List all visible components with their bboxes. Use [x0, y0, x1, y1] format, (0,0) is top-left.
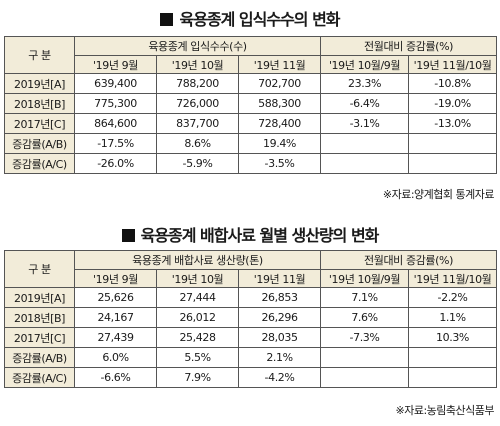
table-row: 증감률(A/C) -6.6% 7.9% -4.2%	[4, 367, 498, 388]
table-cell: 639,400	[74, 73, 157, 94]
table-cell: -5.9%	[156, 153, 239, 174]
table2-title-text: 육용종계 배합사료 월별 생산량의 변화	[140, 226, 380, 245]
table-cell: 8.6%	[156, 133, 239, 154]
row-label: 증감률(A/C)	[4, 367, 75, 388]
table-cell: 702,700	[237, 73, 322, 94]
row-label: 증감률(A/C)	[4, 153, 75, 174]
table-row: 2017년[C] 27,439 25,428 28,035 -7.3% 10.3…	[4, 327, 498, 348]
table-cell	[407, 347, 498, 368]
table1-corner: 구 분	[4, 36, 75, 74]
table-cell: 588,300	[237, 93, 322, 114]
table-cell: -6.4%	[320, 93, 410, 114]
row-label: 2018년[B]	[4, 307, 75, 328]
square-bullet-icon	[121, 229, 135, 242]
table-cell: -3.1%	[320, 113, 410, 134]
table-cell: 7.1%	[320, 287, 409, 308]
row-label: 2019년[A]	[4, 73, 75, 94]
table1-col-header: '19년 10월/9월	[320, 55, 410, 74]
table-row: 증감률(A/B) 6.0% 5.5% 2.1%	[4, 347, 498, 368]
table-cell: 26,296	[238, 307, 321, 328]
table-cell: 728,400	[237, 113, 322, 134]
table-cell: 10.3%	[407, 327, 498, 348]
table2-corner: 구 분	[4, 250, 75, 288]
table-cell	[320, 347, 409, 368]
table1-col-header: '19년 11월/10월	[408, 55, 498, 74]
row-label: 증감률(A/B)	[4, 347, 75, 368]
table2-group-left: 육용종계 배합사료 생산량(톤)	[74, 250, 321, 270]
table-cell: -2.2%	[407, 287, 498, 308]
table1-col-header: '19년 9월	[74, 55, 157, 74]
table-cell: 837,700	[156, 113, 239, 134]
table2: 구 분 육용종계 배합사료 생산량(톤) 전월대비 증감률(%) '19년 9월…	[4, 250, 498, 388]
table-cell: -17.5%	[74, 133, 157, 154]
table-cell	[407, 367, 498, 388]
row-label: 증감률(A/B)	[4, 133, 75, 154]
table-cell: 7.9%	[156, 367, 239, 388]
table-cell: -6.6%	[74, 367, 157, 388]
table-cell: -26.0%	[74, 153, 157, 174]
table-row: 증감률(A/C) -26.0% -5.9% -3.5%	[4, 153, 498, 174]
table2-col-header: '19년 11월	[238, 269, 321, 288]
table2-title: 육용종계 배합사료 월별 생산량의 변화	[0, 222, 500, 246]
table1-group-right: 전월대비 증감률(%)	[320, 36, 498, 56]
table-row: 2019년[A] 639,400 788,200 702,700 23.3% -…	[4, 73, 498, 94]
row-label: 2017년[C]	[4, 327, 75, 348]
table1-source-note: ※자료:양계협회 통계자료	[382, 188, 495, 201]
table-cell: -3.5%	[237, 153, 322, 174]
table-cell: 27,439	[74, 327, 157, 348]
table-cell: 28,035	[238, 327, 321, 348]
table-cell: 1.1%	[407, 307, 498, 328]
table-cell	[320, 153, 410, 174]
table-cell: 26,012	[156, 307, 239, 328]
table-cell: 6.0%	[74, 347, 157, 368]
table-cell: -7.3%	[320, 327, 409, 348]
table-row: 2019년[A] 25,626 27,444 26,853 7.1% -2.2%	[4, 287, 498, 308]
table-cell: 864,600	[74, 113, 157, 134]
table-cell: 2.1%	[238, 347, 321, 368]
table-cell	[408, 133, 498, 154]
table1-title: 육용종계 입식수수의 변화	[0, 6, 500, 30]
table-cell: 19.4%	[237, 133, 322, 154]
table-cell: 25,428	[156, 327, 239, 348]
table1: 구 분 육용종계 입식수수(수) 전월대비 증감률(%) '19년 9월 '19…	[4, 36, 498, 174]
table-cell: -13.0%	[408, 113, 498, 134]
table2-col-header: '19년 11월/10월	[407, 269, 498, 288]
table1-group-left: 육용종계 입식수수(수)	[73, 36, 322, 56]
row-label: 2017년[C]	[4, 113, 75, 134]
table-row: 2018년[B] 24,167 26,012 26,296 7.6% 1.1%	[4, 307, 498, 328]
table2-group-right: 전월대비 증감률(%)	[319, 250, 498, 270]
table-row: 2018년[B] 775,300 726,000 588,300 -6.4% -…	[4, 93, 498, 114]
table-cell: -19.0%	[408, 93, 498, 114]
table1-col-header: '19년 10월	[156, 55, 239, 74]
table2-source-note: ※자료:농림축산식품부	[395, 404, 494, 417]
table-cell: 788,200	[156, 73, 239, 94]
square-bullet-icon	[160, 13, 174, 26]
table-cell: 5.5%	[156, 347, 239, 368]
row-label: 2018년[B]	[4, 93, 75, 114]
table-cell: 25,626	[74, 287, 157, 308]
table-cell: 27,444	[156, 287, 239, 308]
table-cell: -4.2%	[238, 367, 321, 388]
table1-title-text: 육용종계 입식수수의 변화	[179, 10, 340, 29]
table-cell: 775,300	[74, 93, 157, 114]
table-cell: 24,167	[74, 307, 157, 328]
table-cell	[320, 133, 410, 154]
table-cell: -10.8%	[408, 73, 498, 94]
table-cell: 23.3%	[320, 73, 410, 94]
table2-col-header: '19년 10월/9월	[320, 269, 409, 288]
table-cell: 7.6%	[320, 307, 409, 328]
table-cell: 26,853	[238, 287, 321, 308]
table-cell: 726,000	[156, 93, 239, 114]
table-row: 2017년[C] 864,600 837,700 728,400 -3.1% -…	[4, 113, 498, 134]
table2-col-header: '19년 9월	[74, 269, 157, 288]
table-cell	[320, 367, 409, 388]
table-cell	[408, 153, 498, 174]
table-row: 증감률(A/B) -17.5% 8.6% 19.4%	[4, 133, 498, 154]
row-label: 2019년[A]	[4, 287, 75, 308]
table2-col-header: '19년 10월	[156, 269, 239, 288]
table1-col-header: '19년 11월	[237, 55, 322, 74]
